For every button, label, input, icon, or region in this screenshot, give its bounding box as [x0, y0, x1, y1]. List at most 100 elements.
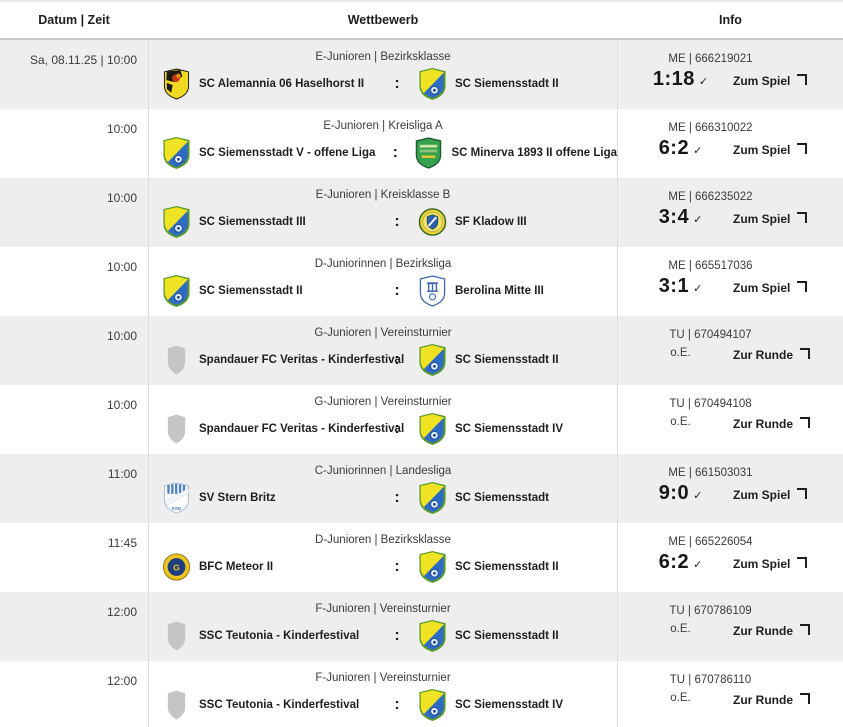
external-link-icon	[800, 693, 810, 704]
home-team-name: SV Stern Britz	[199, 492, 276, 504]
detail-link-label[interactable]: Zum Spiel	[733, 74, 791, 88]
detail-link-label[interactable]: Zur Runde	[733, 624, 793, 638]
match-datetime: 10:00	[106, 191, 137, 205]
info-cell: TU | 670494107 o.E. Zur Runde	[618, 316, 843, 385]
result-line: 6:2 ✓ Zum Spiel	[638, 551, 843, 573]
match-id: ME | 665517036	[668, 260, 753, 272]
match-row: 12:00 F-Junioren | Vereinsturnier SSC Te…	[0, 592, 843, 661]
match-row: 11:45 D-Junioren | Bezirksklasse BFC Met…	[0, 523, 843, 592]
match-row: 10:00 E-Junioren | Kreisliga A SC Siemen…	[0, 109, 843, 178]
home-team-logo-icon	[162, 688, 191, 722]
match-row: Sa, 08.11.25 | 10:00 E-Junioren | Bezirk…	[0, 40, 843, 109]
away-team-logo-icon	[418, 550, 447, 584]
match-id: TU | 670786109	[669, 605, 752, 617]
match-datetime: 12:00	[106, 674, 137, 688]
competition-label: C-Juniorinnen | Landesliga	[314, 465, 452, 477]
result-line: o.E. Zur Runde	[638, 689, 843, 709]
away-team-name: SF Kladow III	[455, 216, 527, 228]
detail-link[interactable]: Zum Spiel	[733, 212, 808, 228]
teams-line: SC Siemensstadt II : Berolina Mitte III	[149, 274, 617, 308]
away-team: SC Siemensstadt II	[418, 619, 559, 653]
match-row: 10:00 G-Junioren | Vereinsturnier Spanda…	[0, 316, 843, 385]
teams-line: SV Stern Britz : SC Siemensstadt	[149, 481, 617, 515]
result-check-icon: ✓	[693, 283, 703, 295]
result-zone: 3:4 ✓	[638, 206, 723, 228]
match-rows: Sa, 08.11.25 | 10:00 E-Junioren | Bezirk…	[0, 40, 843, 727]
external-link-icon	[797, 488, 808, 499]
result-line: o.E. Zur Runde	[638, 344, 843, 364]
detail-link-label[interactable]: Zum Spiel	[733, 212, 791, 226]
away-team-logo-icon	[418, 205, 447, 239]
away-team: SC Minerva 1893 II offene Liga	[414, 136, 617, 170]
home-team-name: SSC Teutonia - Kinderfestival	[199, 630, 360, 642]
teams-line: SSC Teutonia - Kinderfestival : SC Sieme…	[149, 619, 617, 653]
home-team-logo-icon	[162, 136, 191, 170]
detail-link[interactable]: Zur Runde	[733, 693, 810, 709]
vs-separator: :	[394, 696, 400, 713]
detail-link-label[interactable]: Zum Spiel	[733, 281, 791, 295]
column-header-datetime: Datum | Zeit	[38, 13, 110, 27]
match-row: 11:00 C-Juniorinnen | Landesliga SV Ster…	[0, 454, 843, 523]
competition-label: E-Junioren | Kreisklasse B	[315, 189, 451, 201]
competition-cell: C-Juniorinnen | Landesliga SV Stern Brit…	[148, 454, 618, 523]
result-line: o.E. Zur Runde	[638, 413, 843, 433]
detail-link[interactable]: Zum Spiel	[733, 281, 808, 297]
home-team: BFC Meteor II	[162, 550, 392, 584]
competition-cell: E-Junioren | Kreisliga A SC Siemensstadt…	[148, 109, 618, 178]
home-team-name: SC Siemensstadt III	[199, 216, 306, 228]
detail-link[interactable]: Zum Spiel	[733, 143, 808, 159]
detail-link[interactable]: Zur Runde	[733, 348, 810, 364]
away-team-name: SC Siemensstadt	[455, 492, 549, 504]
detail-link[interactable]: Zum Spiel	[733, 488, 808, 504]
info-cell: ME | 661503031 9:0 ✓ Zum Spiel	[618, 454, 843, 523]
detail-link[interactable]: Zur Runde	[733, 624, 810, 640]
info-cell: ME | 666219021 1:18 ✓ Zum Spiel	[618, 40, 843, 109]
external-link-icon	[797, 212, 808, 223]
teams-line: BFC Meteor II : SC Siemensstadt II	[149, 550, 617, 584]
info-cell: ME | 666310022 6:2 ✓ Zum Spiel	[618, 109, 843, 178]
match-datetime: 10:00	[106, 398, 137, 412]
match-id: ME | 666235022	[668, 191, 753, 203]
competition-cell: D-Juniorinnen | Bezirksliga SC Siemensst…	[148, 247, 618, 316]
home-team: Spandauer FC Veritas - Kinderfestival	[162, 412, 404, 446]
detail-link-label[interactable]: Zum Spiel	[733, 557, 791, 571]
vs-separator: :	[394, 489, 400, 506]
competition-label: E-Junioren | Kreisliga A	[323, 120, 443, 132]
match-id: ME | 666219021	[668, 53, 753, 65]
detail-link-label[interactable]: Zur Runde	[733, 693, 793, 707]
match-datetime: Sa, 08.11.25 | 10:00	[30, 53, 137, 67]
detail-link[interactable]: Zum Spiel	[733, 557, 808, 573]
competition-cell: G-Junioren | Vereinsturnier Spandauer FC…	[148, 385, 618, 454]
detail-link[interactable]: Zum Spiel	[733, 74, 808, 90]
away-team: SC Siemensstadt II	[418, 550, 559, 584]
away-team-logo-icon	[418, 274, 447, 308]
home-team: SSC Teutonia - Kinderfestival	[162, 619, 392, 653]
away-team-name: SC Siemensstadt II	[455, 354, 559, 366]
info-cell: TU | 670494108 o.E. Zur Runde	[618, 385, 843, 454]
external-link-icon	[800, 417, 810, 428]
match-datetime: 12:00	[106, 605, 137, 619]
competition-label: D-Juniorinnen | Bezirksliga	[314, 258, 452, 270]
detail-link-label[interactable]: Zur Runde	[733, 417, 793, 431]
detail-link-label[interactable]: Zum Spiel	[733, 488, 791, 502]
away-team-name: SC Minerva 1893 II offene Liga	[451, 147, 617, 159]
match-result: o.E.	[670, 416, 691, 428]
info-cell: ME | 666235022 3:4 ✓ Zum Spiel	[618, 178, 843, 247]
competition-label: F-Junioren | Vereinsturnier	[315, 672, 451, 684]
home-team-name: SC Siemensstadt II	[199, 285, 303, 297]
detail-link-label[interactable]: Zum Spiel	[733, 143, 791, 157]
result-zone: 3:1 ✓	[638, 275, 723, 297]
teams-line: SC Siemensstadt III : SF Kladow III	[149, 205, 617, 239]
away-team-name: SC Siemensstadt II	[455, 78, 559, 90]
detail-link[interactable]: Zur Runde	[733, 417, 810, 433]
away-team-logo-icon	[418, 481, 447, 515]
result-zone: 9:0 ✓	[638, 482, 723, 504]
competition-cell: G-Junioren | Vereinsturnier Spandauer FC…	[148, 316, 618, 385]
home-team-name: BFC Meteor II	[199, 561, 274, 573]
home-team-logo-icon	[162, 205, 191, 239]
external-link-icon	[797, 557, 808, 568]
competition-cell: D-Junioren | Bezirksklasse BFC Meteor II…	[148, 523, 618, 592]
detail-link-label[interactable]: Zur Runde	[733, 348, 793, 362]
vs-separator: :	[394, 420, 400, 437]
